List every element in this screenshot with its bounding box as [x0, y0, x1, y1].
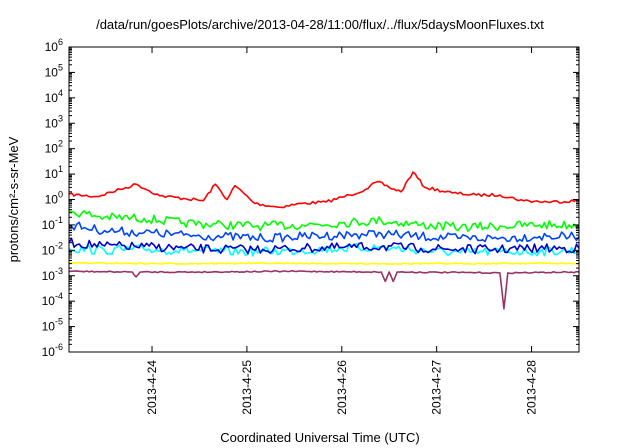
x-tick-label: 2013-4-24: [145, 360, 159, 415]
y-tick-base: 10: [45, 65, 59, 79]
x-tick-label: 2013-4-27: [430, 360, 444, 415]
y-tick-base: 10: [42, 218, 56, 232]
y-axis-label-main: protons/cm²-s-sr-MeV: [6, 136, 21, 262]
plot-frame: [68, 46, 580, 353]
y-tick-label: 105: [45, 62, 63, 79]
y-tick-base: 10: [45, 167, 59, 181]
y-tick-base: 10: [45, 91, 59, 105]
y-tick-base: 10: [42, 320, 56, 334]
y-tick-base: 10: [42, 243, 56, 257]
y-tick-exponent: 3: [58, 113, 63, 123]
series-line-2: [68, 210, 580, 232]
y-tick-exponent: -5: [55, 317, 63, 327]
y-tick-exponent: 2: [58, 139, 63, 149]
y-tick-exponent: 4: [58, 88, 63, 98]
y-tick-label: 101: [45, 164, 63, 181]
y-tick-exponent: -2: [55, 240, 63, 250]
x-tick-label: 2013-4-28: [525, 360, 539, 415]
y-tick-label: 10-3: [42, 266, 63, 283]
y-tick-exponent: -1: [55, 215, 63, 225]
y-tick-exponent: 6: [58, 37, 63, 47]
x-axis-label: Coordinated Universal Time (UTC): [220, 430, 420, 445]
y-tick-base: 10: [42, 269, 56, 283]
y-tick-label: 10-1: [42, 215, 63, 232]
y-tick-exponent: -6: [55, 342, 63, 352]
y-tick-label: 106: [45, 37, 63, 54]
y-tick-exponent: -3: [55, 266, 63, 276]
y-tick-base: 10: [45, 40, 59, 54]
y-tick-exponent: 0: [58, 190, 63, 200]
series-line-5: [68, 237, 580, 255]
y-tick-label: 103: [45, 113, 63, 130]
series-layer: [68, 171, 580, 310]
y-tick-base: 10: [45, 193, 59, 207]
y-tick-label: 10-4: [42, 291, 63, 308]
y-tick-base: 10: [42, 294, 56, 308]
series-line-7: [69, 269, 580, 310]
x-tick-label: 2013-4-25: [240, 360, 254, 415]
series-line-1: [68, 171, 580, 209]
y-tick-label: 10-5: [42, 317, 63, 334]
y-tick-base: 10: [45, 142, 59, 156]
y-tick-base: 10: [45, 116, 59, 130]
ticks-layer: 10610510410310210110010-110-210-310-410-…: [42, 37, 579, 415]
chart-title: /data/run/goesPlots/archive/2013-04-28/1…: [96, 17, 544, 32]
y-tick-label: 100: [45, 190, 63, 207]
series-line-4: [68, 221, 580, 243]
y-tick-exponent: 1: [58, 164, 63, 174]
y-tick-label: 102: [45, 139, 63, 156]
x-tick-label: 2013-4-26: [335, 360, 349, 415]
y-axis-label: protons/cm²-s-sr-MeV: [6, 136, 21, 262]
y-tick-label: 10-6: [42, 342, 63, 359]
y-tick-exponent: -4: [55, 291, 63, 301]
series-line-6: [68, 261, 580, 266]
y-tick-label: 104: [45, 88, 63, 105]
y-tick-label: 10-2: [42, 240, 63, 257]
y-tick-base: 10: [42, 345, 56, 359]
y-tick-exponent: 5: [58, 62, 63, 72]
